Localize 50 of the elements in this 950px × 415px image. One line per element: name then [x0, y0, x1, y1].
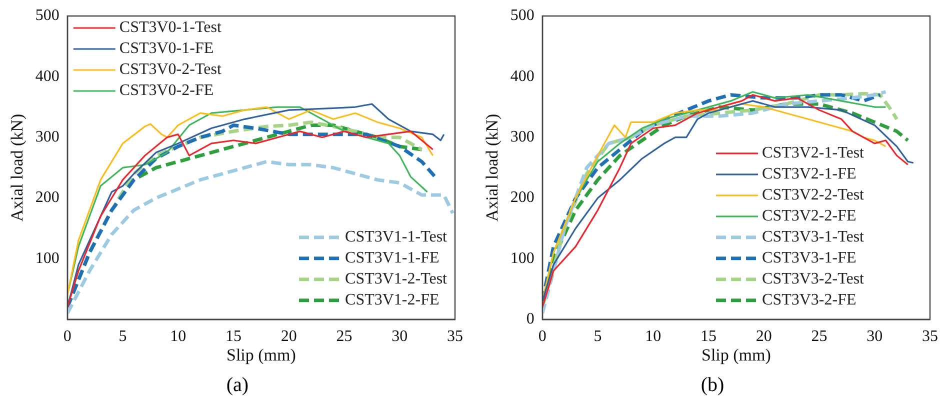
y-tick-label: 400	[510, 68, 534, 85]
y-axis-title: Axial load (kN)	[482, 114, 502, 222]
legend-label: CST3V1-1-Test	[345, 228, 448, 246]
x-tick-label: 5	[118, 328, 127, 346]
x-tick-label: 15	[700, 328, 717, 346]
y-axis-title: Axial load (kN)	[8, 114, 27, 222]
x-tick-label: 10	[170, 328, 186, 346]
y-tick-label: 100	[35, 250, 60, 267]
y-tick-label: 500	[35, 7, 60, 24]
y-tick-label: 400	[35, 68, 60, 85]
legend-label: CST3V2-2-Test	[762, 186, 865, 204]
x-tick-label: 10	[645, 328, 662, 346]
legend-label: CST3V0-2-Test	[119, 61, 222, 78]
x-tick-label: 5	[594, 328, 602, 346]
legend-label: CST3V3-1-FE	[762, 250, 856, 267]
y-tick-label: 100	[510, 250, 534, 267]
y-tick-label: 500	[510, 7, 534, 24]
legend-label: CST3V1-2-Test	[345, 270, 448, 288]
legend-label: CST3V0-1-Test	[119, 19, 222, 36]
legend-label: CST3V2-1-Test	[762, 144, 865, 162]
x-tick-label: 30	[392, 328, 408, 346]
legend-label: CST3V3-1-Test	[762, 228, 865, 246]
text: (a)	[225, 374, 250, 397]
x-tick-label: 15	[226, 328, 242, 346]
y-tick-label: 300	[510, 128, 534, 146]
line-series	[67, 160, 455, 316]
legend-label: CST3V0-1-FE	[119, 40, 214, 58]
y-tick-label: 0	[526, 310, 534, 328]
legend-label: CST3V3-2-Test	[762, 270, 865, 288]
y-tick-label: 200	[510, 189, 534, 206]
x-tick-label: 20	[756, 328, 772, 346]
legend-label: CST3V3-2-FE	[762, 292, 856, 309]
y-tick-label: 200	[35, 189, 60, 206]
x-axis-title: Slip (mm)	[226, 345, 296, 364]
legend-label: CST3V1-1-FE	[345, 250, 440, 267]
legend-label: CST3V2-1-FE	[762, 166, 856, 183]
x-tick-label: 25	[811, 328, 828, 346]
legend-label: CST3V2-2-FE	[762, 208, 856, 225]
legend-label: CST3V1-2-FE	[345, 292, 440, 309]
x-tick-label: 30	[866, 328, 883, 346]
y-tick-label: 300	[35, 128, 60, 146]
x-tick-label: 20	[280, 328, 297, 346]
x-tick-label: 0	[538, 328, 546, 346]
x-tick-label: 25	[336, 328, 352, 346]
x-tick-label: 35	[447, 328, 463, 346]
x-axis-title: Slip (mm)	[701, 345, 771, 364]
x-tick-label: 0	[63, 328, 72, 346]
text: (b)	[700, 374, 726, 397]
legend-label: CST3V0-2-FE	[119, 82, 214, 100]
x-tick-label: 35	[922, 328, 938, 346]
